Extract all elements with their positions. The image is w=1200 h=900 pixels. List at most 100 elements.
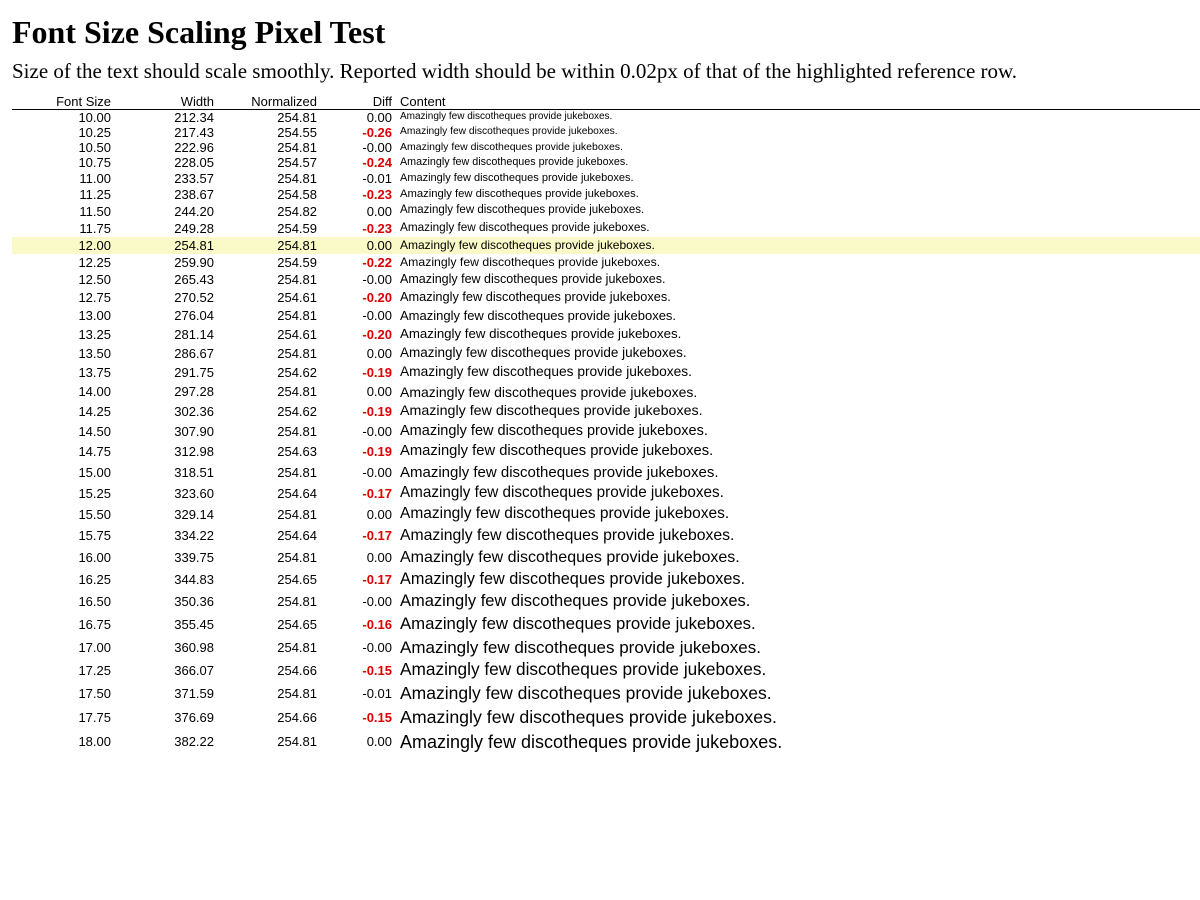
row-diff: -0.20 bbox=[362, 326, 392, 342]
row-width: 344.83 bbox=[174, 572, 214, 587]
row-normalized: 254.63 bbox=[277, 444, 317, 459]
row-width: 350.36 bbox=[174, 594, 214, 609]
row-normalized: 254.81 bbox=[277, 171, 317, 186]
page-subtitle: Size of the text should scale smoothly. … bbox=[12, 59, 1018, 83]
row-width: 329.14 bbox=[174, 506, 214, 522]
table-body: 10.00 212.34 254.81 0.00 Amazingly few disco… bbox=[12, 110, 1200, 754]
row-font-size: 18.00 bbox=[78, 734, 111, 749]
row-font-size: 13.00 bbox=[78, 308, 111, 323]
row-font-size: 13.75 bbox=[78, 364, 111, 380]
row-normalized: 254.81 bbox=[277, 424, 317, 439]
row-diff: 0.00 bbox=[366, 109, 392, 125]
row-font-size: 17.25 bbox=[78, 662, 111, 678]
row-content: Amazingly few discotheques provide jukeb… bbox=[400, 156, 629, 169]
row-diff: -0.00 bbox=[362, 639, 392, 655]
row-content: Amazingly few discotheques provide jukeb… bbox=[400, 613, 756, 633]
row-content: Amazingly few discotheques provide jukeb… bbox=[400, 289, 671, 305]
table-row: 16.75 355.45 254.65 -0.16 Amazingly few disc… bbox=[12, 613, 1200, 636]
row-width: 217.43 bbox=[174, 124, 214, 140]
row-diff: -0.24 bbox=[362, 155, 392, 170]
row-normalized: 254.58 bbox=[277, 187, 317, 202]
row-content: Amazingly few discotheques provide jukeb… bbox=[400, 204, 645, 217]
row-diff: 0.00 bbox=[366, 345, 392, 361]
row-font-size: 17.50 bbox=[78, 686, 111, 701]
row-diff: -0.00 bbox=[362, 272, 392, 287]
row-font-size: 16.00 bbox=[78, 550, 111, 565]
row-font-size: 16.25 bbox=[78, 572, 111, 587]
row-content: Amazingly few discotheques provide jukeb… bbox=[400, 682, 772, 703]
row-font-size: 10.75 bbox=[78, 155, 111, 170]
row-diff: -0.15 bbox=[362, 710, 392, 725]
row-diff: -0.00 bbox=[362, 139, 392, 155]
row-normalized: 254.65 bbox=[277, 572, 317, 587]
table-header-row: Font Size Width Normalized Diff Content bbox=[12, 90, 1200, 110]
row-content: Amazingly few discotheques provide jukeb… bbox=[400, 383, 698, 400]
row-content: Amazingly few discotheques provide jukeb… bbox=[400, 125, 618, 137]
header-diff: Diff bbox=[321, 90, 396, 110]
row-normalized: 254.61 bbox=[277, 326, 317, 342]
reference-row: 12.00 254.81 254.81 0.00 Amazingly few disco… bbox=[12, 236, 1200, 254]
table-row: 15.25 323.60 254.64 -0.17 Amazingly few disc… bbox=[12, 483, 1200, 504]
row-content: Amazingly few discotheques provide jukeb… bbox=[400, 187, 639, 200]
row-content: Amazingly few discotheques provide jukeb… bbox=[400, 364, 692, 380]
row-content: Amazingly few discotheques provide jukeb… bbox=[400, 637, 761, 657]
row-normalized: 254.81 bbox=[277, 308, 317, 323]
row-font-size: 12.75 bbox=[78, 290, 111, 305]
row-width: 371.59 bbox=[174, 686, 214, 701]
row-font-size: 15.00 bbox=[78, 464, 111, 480]
row-width: 286.67 bbox=[174, 345, 214, 361]
row-normalized: 254.81 bbox=[277, 109, 317, 125]
row-content: Amazingly few discotheques provide jukeb… bbox=[400, 308, 677, 323]
row-content: Amazingly few discotheques provide jukeb… bbox=[400, 570, 746, 589]
row-width: 244.20 bbox=[174, 203, 214, 219]
table-row: 10.25 217.43 254.55 -0.26 Amazingly few disc… bbox=[12, 125, 1200, 140]
row-content: Amazingly few discotheques provide jukeb… bbox=[400, 111, 613, 123]
row-font-size: 14.75 bbox=[78, 444, 111, 459]
row-font-size: 13.25 bbox=[78, 326, 111, 342]
row-content: Amazingly few discotheques provide jukeb… bbox=[400, 592, 751, 611]
row-font-size: 17.00 bbox=[78, 639, 111, 655]
row-diff: -0.19 bbox=[362, 444, 392, 459]
table-row: 17.25 366.07 254.66 -0.15 Amazingly few disc… bbox=[12, 659, 1200, 682]
row-normalized: 254.81 bbox=[277, 345, 317, 361]
row-width: 238.67 bbox=[174, 187, 214, 202]
row-font-size: 11.00 bbox=[79, 171, 111, 186]
row-diff: -0.00 bbox=[362, 594, 392, 609]
table-row: 15.00 318.51 254.81 -0.00 Amazingly few disc… bbox=[12, 462, 1200, 483]
table-row: 14.75 312.98 254.63 -0.19 Amazingly few disc… bbox=[12, 442, 1200, 462]
row-diff: -0.01 bbox=[362, 686, 392, 701]
table-row: 16.00 339.75 254.81 0.00 Amazingly few disco… bbox=[12, 547, 1200, 569]
row-width: 249.28 bbox=[174, 220, 214, 236]
row-normalized: 254.81 bbox=[277, 686, 317, 701]
header-width: Width bbox=[115, 90, 218, 110]
row-content: Amazingly few discotheques provide jukeb… bbox=[396, 236, 1200, 254]
row-font-size: 10.25 bbox=[78, 124, 111, 140]
row-normalized: 254.81 bbox=[277, 139, 317, 155]
row-normalized: 254.57 bbox=[277, 155, 317, 170]
row-content: Amazingly few discotheques provide jukeb… bbox=[400, 326, 682, 342]
row-width: 312.98 bbox=[174, 444, 214, 459]
table-row: 14.25 302.36 254.62 -0.19 Amazingly few disc… bbox=[12, 402, 1200, 422]
table-row: 13.00 276.04 254.81 -0.00 Amazingly few disc… bbox=[12, 307, 1200, 325]
row-content: Amazingly few discotheques provide jukeb… bbox=[400, 443, 714, 460]
row-content: Amazingly few discotheques provide jukeb… bbox=[400, 526, 735, 544]
table-row: 17.50 371.59 254.81 -0.01 Amazingly few disc… bbox=[12, 682, 1200, 706]
row-font-size: 15.50 bbox=[78, 506, 111, 522]
row-width: 323.60 bbox=[174, 485, 214, 501]
row-font-size: 14.25 bbox=[78, 404, 111, 419]
row-font-size: 12.00 bbox=[12, 236, 115, 254]
row-normalized: 254.59 bbox=[277, 254, 317, 270]
row-diff: 0.00 bbox=[366, 550, 392, 565]
row-content: Amazingly few discotheques provide jukeb… bbox=[400, 706, 777, 727]
row-font-size: 12.50 bbox=[78, 272, 111, 287]
row-font-size: 14.50 bbox=[78, 424, 111, 439]
row-normalized: 254.66 bbox=[277, 662, 317, 678]
row-normalized: 254.62 bbox=[277, 364, 317, 380]
row-width: 355.45 bbox=[174, 616, 214, 632]
results-table: Font Size Width Normalized Diff Content … bbox=[12, 90, 1200, 754]
table-row: 11.00 233.57 254.81 -0.01 Amazingly few disc… bbox=[12, 171, 1200, 187]
row-width: 254.81 bbox=[115, 236, 218, 254]
table-row: 13.50 286.67 254.81 0.00 Amazingly few disco… bbox=[12, 344, 1200, 363]
row-content: Amazingly few discotheques provide jukeb… bbox=[400, 548, 740, 566]
row-content: Amazingly few discotheques provide jukeb… bbox=[400, 345, 687, 361]
